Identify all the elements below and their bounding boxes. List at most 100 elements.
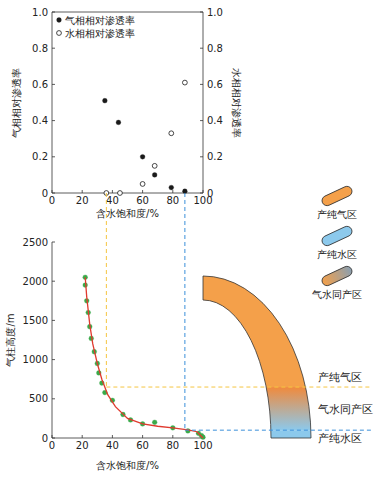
guide-horizontal	[106, 387, 372, 388]
y-tick-label: 2000	[23, 276, 48, 287]
point	[152, 173, 157, 178]
y-tick-label: 0	[42, 188, 48, 199]
y-tick-label: 2500	[23, 237, 48, 248]
zone-gas	[201, 268, 321, 387]
y2-tick	[200, 12, 203, 13]
y2-tick	[200, 156, 203, 157]
zone-mixed	[201, 387, 321, 430]
x-tick	[112, 190, 113, 193]
y2-tick-label: 0.6	[207, 79, 223, 90]
y-tick	[52, 120, 55, 121]
y-tick-label: 0.4	[32, 115, 48, 126]
x-axis-label: 含水饱和度/%	[96, 460, 159, 471]
figure: 02040608010000.20.40.60.81.000.20.40.60.…	[0, 0, 377, 477]
y-tick	[52, 193, 55, 194]
legend-icon	[320, 265, 353, 288]
y2-tick	[200, 193, 203, 194]
guide-horizontal	[185, 430, 372, 431]
x-tick-label: 60	[136, 440, 149, 451]
x-tick	[82, 435, 83, 438]
x-tick-label: 60	[136, 195, 149, 206]
zone-label: 产纯水区	[318, 432, 362, 445]
y-tick-label: 0.8	[32, 43, 48, 54]
zone-label: 气水同产区	[318, 403, 373, 416]
legend-marker	[57, 31, 62, 36]
x-tick-label: 80	[166, 440, 179, 451]
frame-top	[52, 12, 203, 13]
x-tick	[172, 190, 173, 193]
point	[152, 163, 157, 168]
band-outline	[203, 276, 311, 438]
zone-label: 产纯气区	[318, 371, 362, 384]
y-axis	[52, 12, 53, 193]
x-axis	[52, 193, 203, 194]
y-tick-label: 1.0	[32, 7, 48, 18]
x-tick	[142, 435, 143, 438]
legend-label: 产纯水区	[317, 249, 357, 260]
y2-tick	[200, 84, 203, 85]
y-axis-label: 气相相对渗透率	[11, 68, 22, 138]
zone-water	[201, 430, 321, 448]
y-tick-label: 0.6	[32, 79, 48, 90]
y-tick	[52, 320, 55, 321]
y2-tick	[200, 120, 203, 121]
point	[152, 420, 157, 425]
x-axis-label: 含水饱和度/%	[96, 208, 159, 219]
x-tick	[82, 190, 83, 193]
x-tick	[203, 190, 204, 193]
x-tick-label: 40	[106, 195, 119, 206]
y2-tick-label: 0.4	[207, 115, 223, 126]
y-tick	[52, 359, 55, 360]
legend-icon	[320, 185, 353, 208]
x-axis	[52, 438, 203, 439]
legend-icon	[320, 225, 353, 248]
y2-axis	[203, 12, 204, 193]
y-tick	[52, 398, 55, 399]
point	[182, 80, 187, 85]
legend-label: 气水同产区	[312, 289, 362, 300]
legend-marker	[57, 18, 62, 23]
marks	[83, 275, 206, 440]
legend-label: 水相相对渗透率	[65, 28, 135, 39]
y2-tick-label: 0.8	[207, 43, 223, 54]
legend-label: 气相相对渗透率	[65, 15, 135, 26]
x-tick-label: 20	[76, 440, 89, 451]
x-tick-label: 0	[49, 195, 55, 206]
point	[140, 154, 145, 159]
point	[102, 98, 107, 103]
chart-1: 02040608010005001000150020002500含水饱和度/%气…	[5, 237, 213, 472]
y-tick-label: 0.2	[32, 151, 48, 162]
x-tick	[52, 435, 53, 438]
band	[201, 268, 321, 448]
x-tick	[142, 190, 143, 193]
y-tick-label: 500	[29, 393, 48, 404]
y2-tick	[200, 48, 203, 49]
y-axis-label: 气柱高度/m	[5, 313, 16, 366]
y2-tick-label: 1.0	[207, 7, 223, 18]
y-tick	[52, 84, 55, 85]
guide-vertical	[106, 193, 107, 387]
point	[118, 191, 123, 196]
x-tick-label: 0	[49, 440, 55, 451]
point	[116, 120, 121, 125]
point	[169, 131, 174, 136]
y-tick	[52, 242, 55, 243]
y-tick	[52, 438, 55, 439]
point	[140, 182, 145, 187]
guide-vertical	[184, 193, 185, 430]
y-tick-label: 1000	[23, 354, 48, 365]
x-tick-label: 100	[193, 440, 212, 451]
point	[169, 185, 174, 190]
y2-axis-label: 水相相对渗透率	[231, 68, 242, 138]
x-tick	[52, 190, 53, 193]
y-tick	[52, 281, 55, 282]
point	[182, 189, 187, 194]
x-tick	[172, 435, 173, 438]
y-tick	[52, 156, 55, 157]
y2-tick-label: 0	[207, 188, 213, 199]
x-tick-label: 40	[106, 440, 119, 451]
x-tick	[112, 435, 113, 438]
x-tick-label: 20	[76, 195, 89, 206]
y-tick	[52, 48, 55, 49]
chart-0: 02040608010000.20.40.60.81.000.20.40.60.…	[11, 7, 242, 220]
